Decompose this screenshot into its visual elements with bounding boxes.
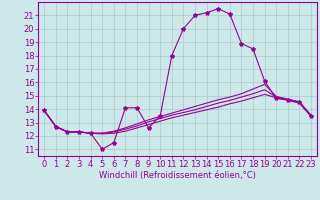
X-axis label: Windchill (Refroidissement éolien,°C): Windchill (Refroidissement éolien,°C) (99, 171, 256, 180)
